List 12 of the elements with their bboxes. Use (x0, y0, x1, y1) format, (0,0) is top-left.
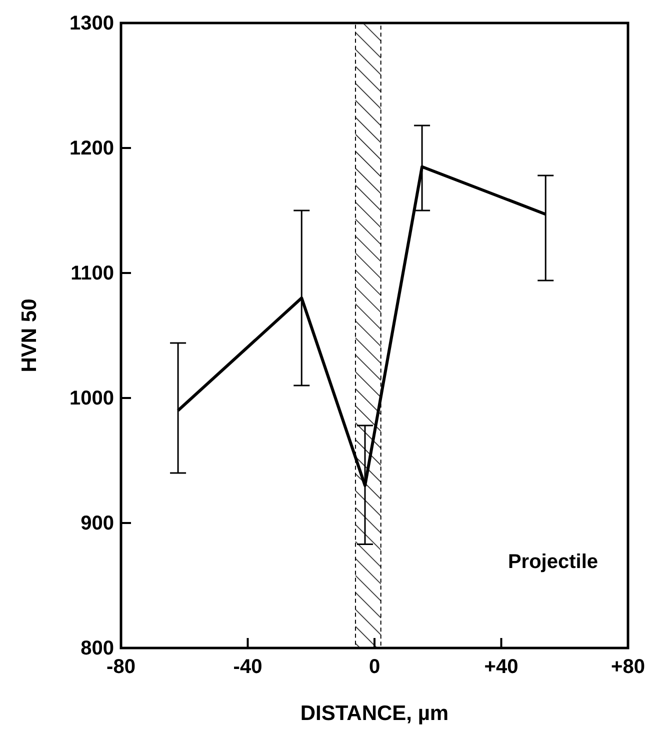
x-tick-label: +40 (484, 656, 518, 678)
y-tick-label: 1200 (70, 137, 114, 160)
x-axis-title: DISTANCE, µm (300, 702, 449, 725)
y-tick-label: 900 (80, 512, 114, 534)
y-tick-label: 1100 (70, 262, 114, 284)
x-tick-label: 0 (368, 656, 380, 678)
x-tick-label: +80 (611, 656, 645, 678)
annotation: Projectile (508, 551, 598, 573)
y-axis-title: HVN 50 (18, 298, 41, 372)
y-tick-label: 1300 (70, 12, 114, 34)
x-tick-label: -40 (233, 656, 262, 678)
y-tick-label: 1000 (70, 387, 114, 410)
